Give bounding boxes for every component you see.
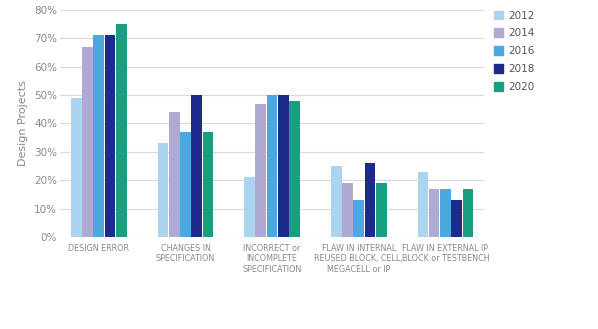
Bar xyxy=(267,95,277,237)
Bar xyxy=(417,172,428,237)
Bar xyxy=(105,36,115,237)
Bar xyxy=(157,143,168,237)
Bar xyxy=(429,189,440,237)
Bar xyxy=(331,166,341,237)
Bar xyxy=(169,112,179,237)
Bar xyxy=(289,101,300,237)
Bar xyxy=(342,183,353,237)
Bar xyxy=(440,189,451,237)
Bar xyxy=(191,95,202,237)
Bar xyxy=(376,183,387,237)
Bar xyxy=(244,177,255,237)
Bar xyxy=(116,24,127,237)
Bar xyxy=(278,95,289,237)
Bar xyxy=(365,163,376,237)
Bar xyxy=(82,47,93,237)
Legend: 2012, 2014, 2016, 2018, 2020: 2012, 2014, 2016, 2018, 2020 xyxy=(494,11,535,92)
Bar xyxy=(203,132,213,237)
Bar xyxy=(93,36,104,237)
Bar xyxy=(353,200,364,237)
Bar xyxy=(451,200,462,237)
Bar xyxy=(463,189,473,237)
Bar xyxy=(180,132,191,237)
Y-axis label: Design Projects: Design Projects xyxy=(19,80,29,166)
Bar xyxy=(255,104,266,237)
Bar xyxy=(71,98,81,237)
